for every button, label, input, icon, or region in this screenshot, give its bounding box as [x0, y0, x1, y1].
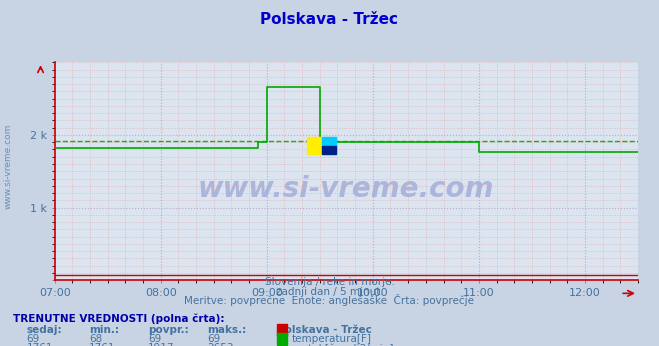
- Text: TRENUTNE VREDNOSTI (polna črta):: TRENUTNE VREDNOSTI (polna črta):: [13, 313, 225, 324]
- Text: 68: 68: [89, 334, 102, 344]
- Text: Slovenija / reke in morje.: Slovenija / reke in morje.: [264, 277, 395, 288]
- Text: sedaj:: sedaj:: [26, 325, 62, 335]
- Text: 1917: 1917: [148, 343, 175, 346]
- Text: pretok[čevelj3/min]: pretok[čevelj3/min]: [291, 343, 394, 346]
- Text: zadnji dan / 5 minut.: zadnji dan / 5 minut.: [275, 287, 384, 297]
- Text: temperatura[F]: temperatura[F]: [291, 334, 371, 344]
- Text: 69: 69: [26, 334, 40, 344]
- Text: povpr.:: povpr.:: [148, 325, 189, 335]
- Text: www.si-vreme.com: www.si-vreme.com: [3, 124, 13, 209]
- Text: 69: 69: [148, 334, 161, 344]
- Text: 1761: 1761: [89, 343, 115, 346]
- Text: Meritve: povprečne  Enote: anglešaške  Črta: povprečje: Meritve: povprečne Enote: anglešaške Črt…: [185, 294, 474, 306]
- Text: min.:: min.:: [89, 325, 119, 335]
- Text: 1761: 1761: [26, 343, 53, 346]
- Text: 2653: 2653: [208, 343, 234, 346]
- Text: maks.:: maks.:: [208, 325, 247, 335]
- Text: 69: 69: [208, 334, 221, 344]
- Text: Polskava - Tržec: Polskava - Tržec: [260, 12, 399, 27]
- Text: Polskava - Tržec: Polskava - Tržec: [277, 325, 372, 335]
- Text: www.si-vreme.com: www.si-vreme.com: [198, 175, 494, 203]
